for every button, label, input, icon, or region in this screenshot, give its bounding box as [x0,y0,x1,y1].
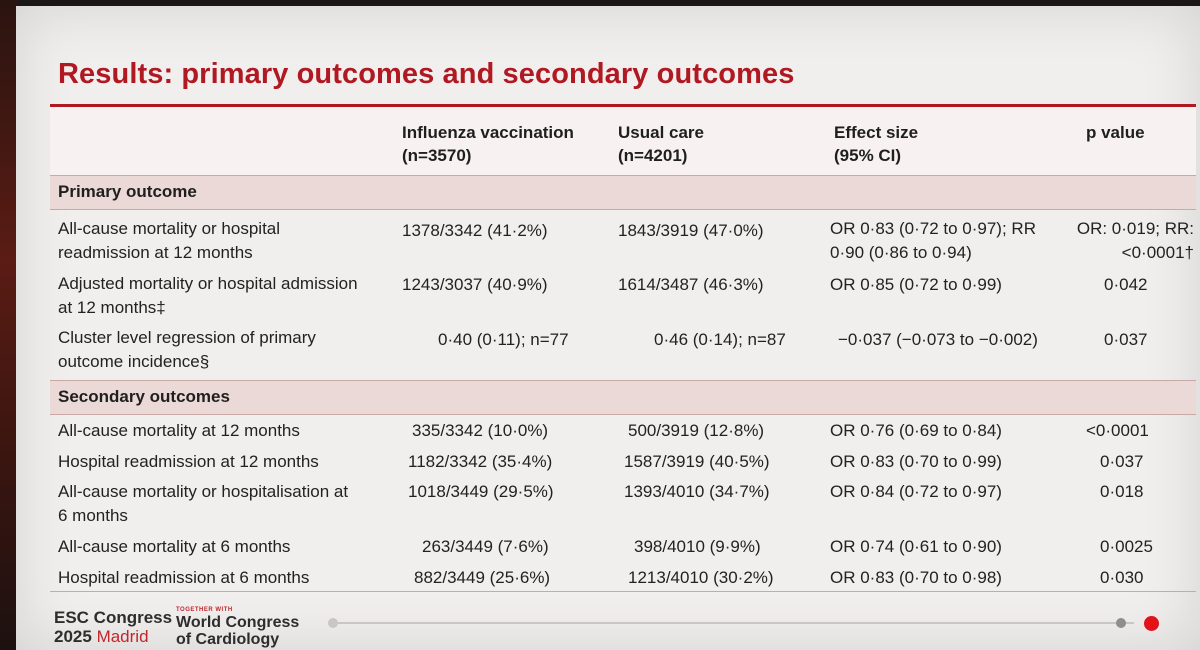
effect-size-value: OR 0·84 (0·72 to 0·97) [830,482,1002,501]
results-table: Influenza vaccination (n=3570) Usual car… [50,104,1196,595]
outcome-label: All-cause mortality or hospitalisation a… [58,482,349,525]
p-value: 0·0025 [1100,537,1153,556]
usual-care-value: 1213/4010 (30·2%) [628,568,774,587]
vaccination-value: 882/3449 (25·6%) [414,568,551,587]
effect-size-value: OR 0·74 (0·61 to 0·90) [830,537,1002,556]
wcc-line-2: of Cardiology [176,631,280,648]
progress-current-dot [1144,616,1159,631]
outcome-label: Hospital readmission at 6 months [58,568,310,587]
effect-size-value: OR 0·85 (0·72 to 0·99) [830,275,1002,294]
header-usual-care: Usual care (n=4201) [618,121,704,167]
section-label: Primary outcome [58,182,197,201]
table-row: All-cause mortality at 12 months 335/334… [50,415,1196,446]
header-vaccination-n: (n=3570) [402,146,472,165]
header-effect-size-title: Effect size [834,123,919,142]
header-effect-size-ci: (95% CI) [834,146,902,165]
esc-city: Madrid [96,627,149,646]
vaccination-value: 1018/3449 (29·5%) [408,482,554,501]
header-p-value: p value [1086,121,1145,144]
header-vaccination: Influenza vaccination (n=3570) [402,121,574,167]
section-secondary-outcomes: Secondary outcomes [50,380,1196,415]
usual-care-value: 1843/3919 (47·0%) [618,221,764,240]
wcc-tagline: TOGETHER WITH [176,607,233,613]
usual-care-value: 398/4010 (9·9%) [634,537,761,556]
effect-size-value: OR 0·76 (0·69 to 0·84) [830,421,1002,440]
wcc-line-1: World Congress [176,614,300,631]
table-row: All-cause mortality or hospitalisation a… [50,477,1196,533]
header-usual-care-n: (n=4201) [618,146,688,165]
p-value: OR: 0·019; RR: <0·0001† [1076,219,1194,262]
header-vaccination-title: Influenza vaccination [402,123,574,142]
outcome-label: Adjusted mortality or hospital admission… [58,274,358,317]
outcome-label: All-cause mortality or hospital readmiss… [58,219,281,262]
world-congress-logo: TOGETHER WITH World Congress of Cardiolo… [176,606,299,648]
table-row: Hospital readmission at 12 months 1182/3… [50,446,1196,477]
slide-footer: ESC Congress 2025 Madrid TOGETHER WITH W… [16,606,1200,650]
effect-size-value: −0·037 (−0·073 to −0·002) [838,330,1038,349]
table-row: Adjusted mortality or hospital admission… [50,266,1196,322]
outcome-label: All-cause mortality at 6 months [58,537,291,556]
vaccination-value: 1378/3342 (41·2%) [402,221,548,240]
p-value: 0·030 [1100,568,1144,587]
usual-care-value: 500/3919 (12·8%) [628,421,765,440]
outcome-label: All-cause mortality at 12 months [58,421,300,440]
effect-size-value: OR 0·83 (0·72 to 0·97); RR 0·90 (0·86 to… [830,219,1036,262]
esc-year: 2025 [54,627,92,646]
header-p-value-title: p value [1086,123,1145,142]
slide-progress-track [334,622,1134,624]
progress-start-dot [328,618,338,628]
table-header-row: Influenza vaccination (n=3570) Usual car… [50,104,1196,175]
slide-title: Results: primary outcomes and secondary … [58,58,795,90]
esc-logo-subtitle: 2025 Madrid [54,627,172,646]
table-row: Cluster level regression of primary outc… [50,322,1196,380]
esc-congress-logo: ESC Congress 2025 Madrid [54,608,172,646]
p-value: 0·018 [1100,482,1144,501]
vaccination-value: 1243/3037 (40·9%) [402,275,548,294]
p-value: <0·0001 [1086,421,1149,440]
header-effect-size: Effect size (95% CI) [834,121,918,167]
p-value: 0·037 [1100,452,1144,471]
outcome-label: Hospital readmission at 12 months [58,452,319,471]
table-bottom-rule [50,591,1196,592]
header-usual-care-title: Usual care [618,123,704,142]
section-primary-outcome: Primary outcome [50,175,1196,210]
projection-edge [0,0,18,650]
vaccination-value: 0·40 (0·11); n=77 [438,330,569,349]
table-row: All-cause mortality at 6 months 263/3449… [50,533,1196,564]
outcome-label: Cluster level regression of primary outc… [58,328,316,371]
table-row: Hospital readmission at 6 months 882/344… [50,564,1196,595]
effect-size-value: OR 0·83 (0·70 to 0·99) [830,452,1002,471]
vaccination-value: 335/3342 (10·0%) [412,421,549,440]
esc-logo-title: ESC Congress [54,608,173,627]
table-row: All-cause mortality or hospital readmiss… [50,210,1196,266]
vaccination-value: 1182/3342 (35·4%) [408,452,553,471]
usual-care-value: 1393/4010 (34·7%) [624,482,770,501]
usual-care-value: 0·46 (0·14); n=87 [654,330,786,349]
p-value: 0·037 [1104,330,1148,349]
vaccination-value: 263/3449 (7·6%) [422,537,549,556]
presentation-slide: Results: primary outcomes and secondary … [16,6,1200,650]
p-value: 0·042 [1104,275,1148,294]
usual-care-value: 1587/3919 (40·5%) [624,452,770,471]
progress-marker-dot [1116,618,1126,628]
section-label: Secondary outcomes [58,387,230,406]
effect-size-value: OR 0·83 (0·70 to 0·98) [830,568,1002,587]
usual-care-value: 1614/3487 (46·3%) [618,275,764,294]
